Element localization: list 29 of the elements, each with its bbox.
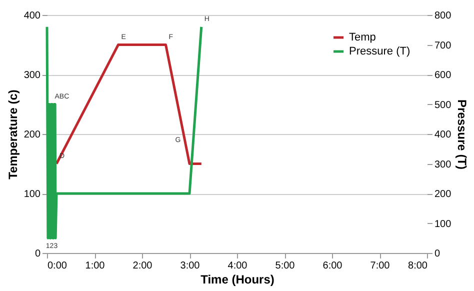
legend-label: Temp	[349, 32, 376, 44]
x-tick-label: 5:00	[275, 260, 296, 272]
y2-tick-label: 300	[434, 159, 452, 170]
x-tick-label: 2:00	[132, 260, 153, 272]
x-tick-label: 8:00	[408, 260, 428, 272]
x-tick-label: 4:00	[228, 260, 248, 272]
y2-tick-label: 800	[434, 10, 452, 22]
y2-axis-title: Pressure (T)	[455, 99, 470, 170]
y-tick-label: 400	[24, 10, 41, 22]
x-axis-title: Time (Hours)	[200, 272, 274, 286]
x-tick-label: 6:00	[322, 260, 343, 272]
y2-tick-label: 100	[434, 218, 452, 230]
x-tick-label: 0:00	[48, 260, 68, 272]
x-tick-label: 7:00	[370, 260, 390, 272]
x-tick-label: 1:00	[85, 260, 106, 272]
line-series	[46, 26, 203, 240]
y-tick-label: 200	[24, 130, 41, 140]
y2-tick-label: 700	[434, 40, 452, 52]
y-tick-label: 100	[24, 189, 41, 200]
y-tick-label: 300	[24, 70, 41, 81]
y-tick-label: 0	[34, 248, 41, 260]
y-axis-title: Temperature (c)	[6, 90, 20, 180]
legend-label: Pressure (T)	[349, 46, 410, 58]
y2-tick-label: 400	[434, 130, 452, 140]
x-tick-label: 3:00	[180, 260, 200, 272]
y2-tick-label: 200	[434, 189, 452, 200]
y2-tick-label: 500	[434, 100, 452, 111]
y2-tick-label: 600	[434, 70, 452, 81]
y2-tick-label: 0	[434, 248, 440, 260]
